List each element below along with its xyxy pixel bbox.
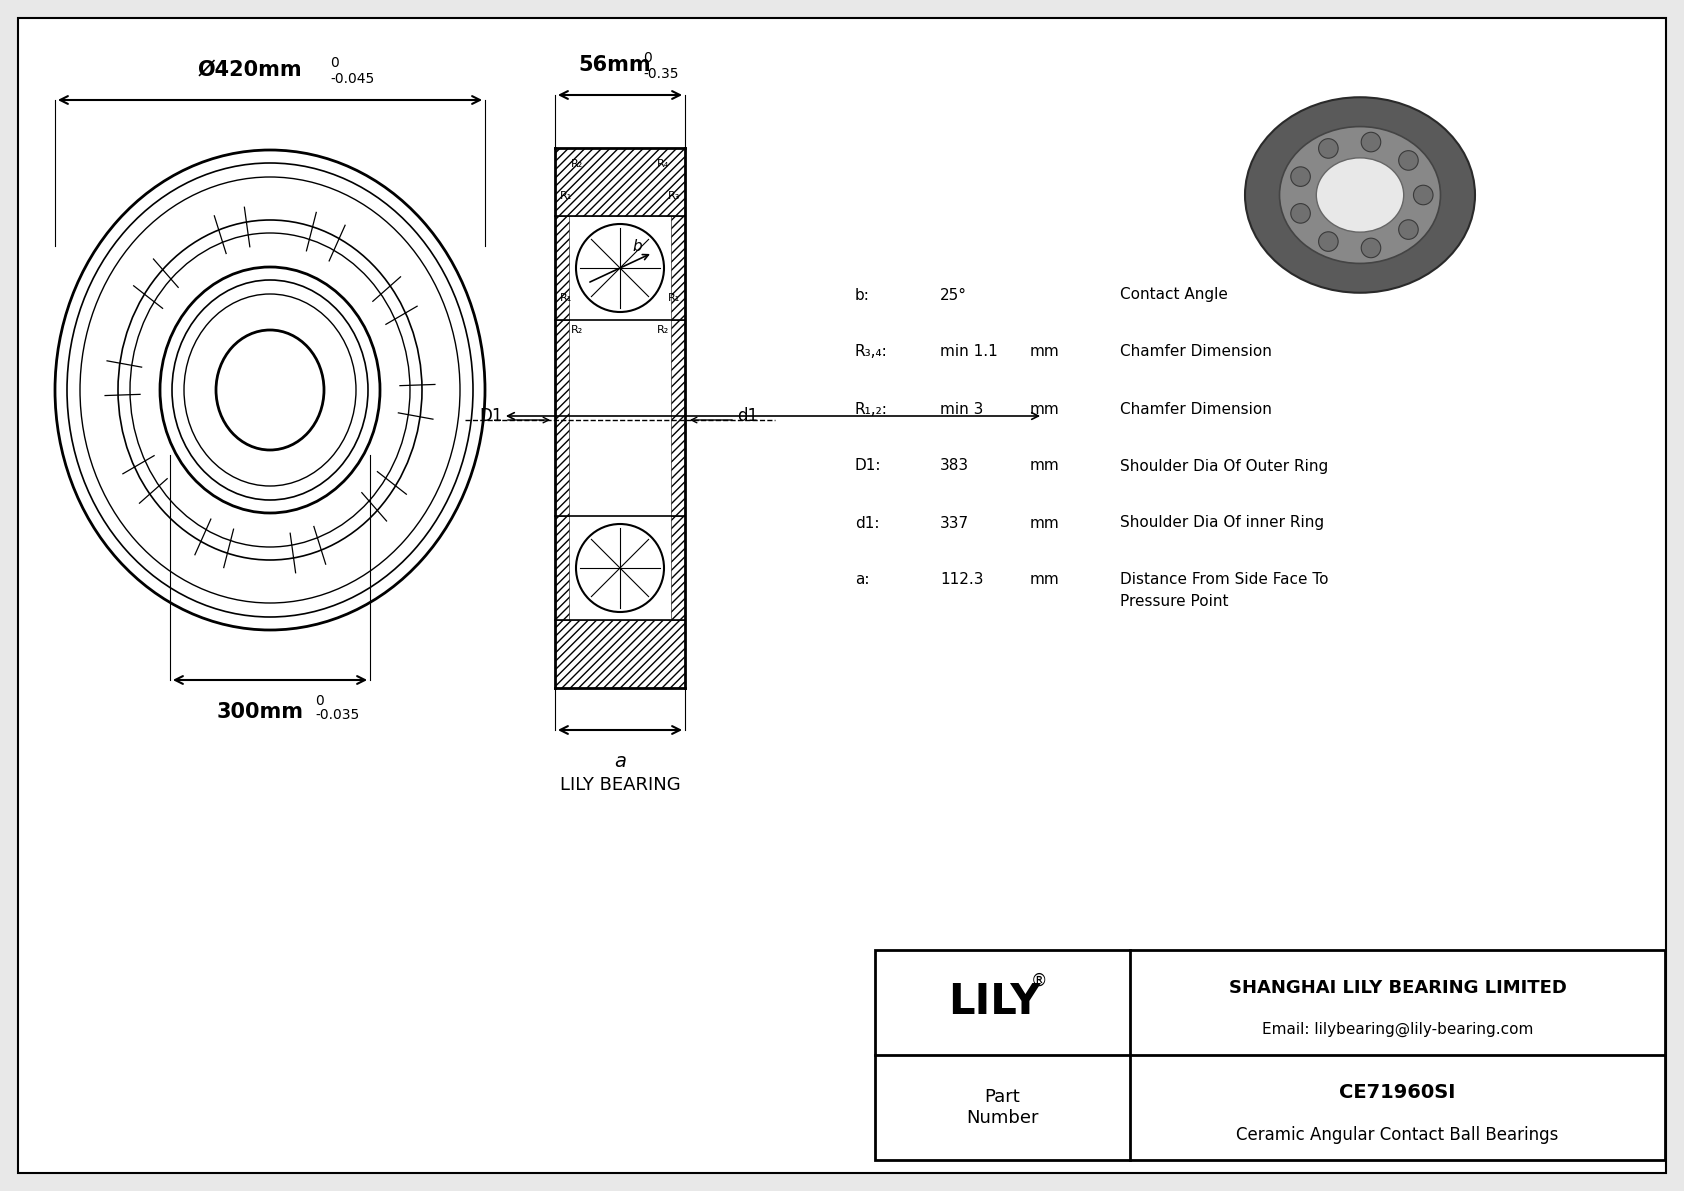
Text: LILY BEARING: LILY BEARING [559,777,680,794]
Text: -0.35: -0.35 [643,67,679,81]
Ellipse shape [1244,98,1475,293]
Bar [670,216,685,320]
Bar [556,516,569,621]
Text: R₂: R₂ [657,325,669,335]
Text: a:: a: [855,573,869,587]
Text: 0: 0 [330,56,338,70]
Text: Shoulder Dia Of inner Ring: Shoulder Dia Of inner Ring [1120,516,1324,530]
Text: 337: 337 [940,516,968,530]
Text: D1:: D1: [855,459,881,474]
Ellipse shape [1317,158,1404,232]
Text: Distance From Side Face To: Distance From Side Face To [1120,573,1329,587]
Text: R₂: R₂ [571,160,583,169]
Text: mm: mm [1031,401,1059,417]
Circle shape [1399,151,1418,170]
Text: d1: d1 [738,407,758,425]
Text: R₃,₄:: R₃,₄: [855,344,887,360]
Text: min 1.1: min 1.1 [940,344,997,360]
Text: CE71960SI: CE71960SI [1339,1084,1455,1103]
Text: 0: 0 [315,694,323,707]
Text: mm: mm [1031,459,1059,474]
Circle shape [1319,232,1339,251]
Circle shape [1292,204,1310,223]
Bar [556,148,685,688]
Text: ®: ® [1031,972,1047,990]
Circle shape [1319,138,1339,158]
Text: Part
Number: Part Number [967,1089,1039,1127]
Text: Chamfer Dimension: Chamfer Dimension [1120,344,1271,360]
Text: mm: mm [1031,516,1059,530]
Text: D1: D1 [480,407,504,425]
Text: min 3: min 3 [940,401,983,417]
Circle shape [1361,132,1381,151]
Text: 0: 0 [643,51,652,66]
Text: mm: mm [1031,573,1059,587]
Text: 300mm: 300mm [217,701,303,722]
Bar [556,621,685,688]
Text: SHANGHAI LILY BEARING LIMITED: SHANGHAI LILY BEARING LIMITED [1229,979,1566,997]
Text: Chamfer Dimension: Chamfer Dimension [1120,401,1271,417]
Circle shape [1361,238,1381,257]
Text: Email: lilybearing@lily-bearing.com: Email: lilybearing@lily-bearing.com [1261,1022,1532,1037]
Text: R₂: R₂ [571,325,583,335]
Text: R₁: R₁ [669,293,680,303]
Text: R₃: R₃ [667,191,680,201]
Bar [556,148,685,216]
Text: LILY: LILY [948,981,1041,1023]
Text: Ø420mm: Ø420mm [197,60,303,80]
Bar [556,216,569,320]
Text: -0.045: -0.045 [330,71,374,86]
Text: d1:: d1: [855,516,879,530]
Text: R₁,₂:: R₁,₂: [855,401,887,417]
Text: b:: b: [855,287,871,303]
Bar [670,320,685,516]
Text: Ceramic Angular Contact Ball Bearings: Ceramic Angular Contact Ball Bearings [1236,1125,1559,1143]
Text: R₁: R₁ [561,293,573,303]
Circle shape [1292,167,1310,186]
Text: -0.035: -0.035 [315,707,359,722]
Text: 25°: 25° [940,287,967,303]
Text: R₄: R₄ [657,160,669,169]
Bar [556,320,569,516]
Text: Pressure Point: Pressure Point [1120,594,1229,610]
Text: 56mm: 56mm [579,55,652,75]
Text: b: b [632,239,642,254]
Text: 112.3: 112.3 [940,573,983,587]
Text: Shoulder Dia Of Outer Ring: Shoulder Dia Of Outer Ring [1120,459,1329,474]
Circle shape [1413,186,1433,205]
Text: Contact Angle: Contact Angle [1120,287,1228,303]
Circle shape [1399,220,1418,239]
Text: a: a [615,752,626,771]
Ellipse shape [1280,126,1440,263]
Text: 383: 383 [940,459,968,474]
Text: R₁: R₁ [561,191,573,201]
Bar [670,516,685,621]
Bar [876,950,1665,1160]
Text: mm: mm [1031,344,1059,360]
